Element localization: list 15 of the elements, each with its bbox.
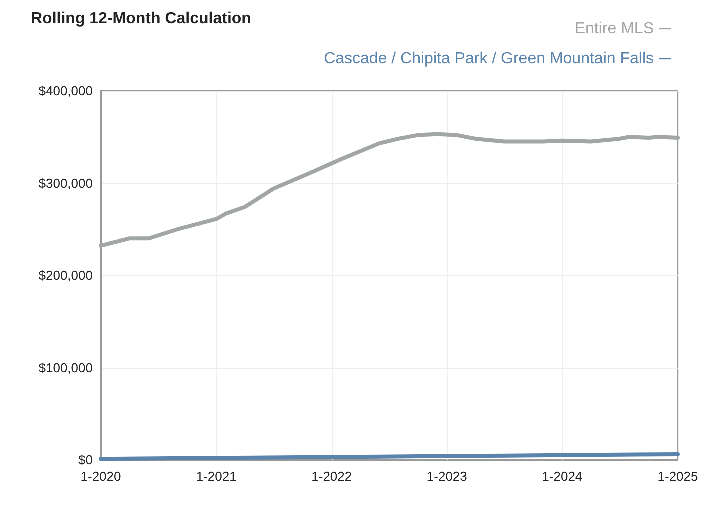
y-tick-label: $0: [78, 452, 93, 468]
x-tick-label: 1-2023: [426, 469, 468, 484]
x-tick-label: 1-2022: [312, 469, 352, 484]
legend-label: Entire MLS: [574, 20, 654, 38]
line-series: [99, 132, 680, 248]
y-tick-label: $200,000: [38, 268, 93, 283]
chart-title: Rolling 12-Month Calculation: [31, 10, 252, 28]
y-tick-label: $400,000: [38, 84, 93, 98]
x-tick-label: 1-2024: [542, 469, 583, 484]
y-tick-label: $300,000: [38, 176, 93, 191]
y-tick-label: $100,000: [38, 360, 93, 376]
x-tick-label: 1-2021: [196, 469, 237, 484]
x-tick-label: 1-2020: [80, 469, 122, 484]
legend-label: Cascade / Chipita Park / Green Mountain Falls: [324, 50, 654, 68]
x-tick-label: 1-2025: [658, 469, 698, 484]
